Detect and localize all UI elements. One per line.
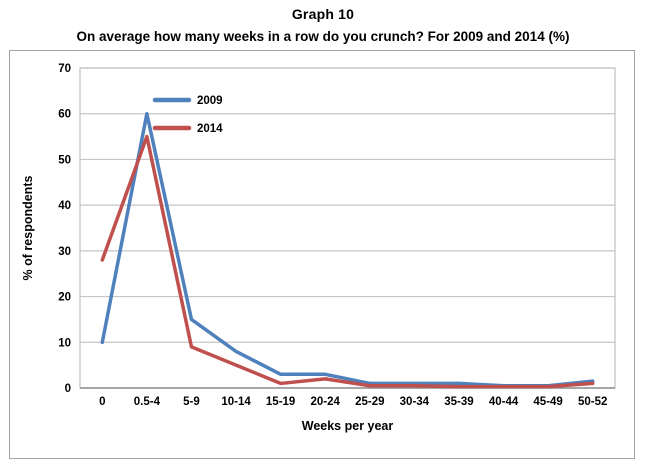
- line-chart: 0 10 20 30 40 50 60 70 0 0.5-4 5-9 10-14 15-19 20-24 2…: [21, 63, 616, 433]
- y-axis-title: % of respondents: [21, 176, 35, 281]
- y-tick-label: 70: [58, 63, 71, 75]
- x-tick-label: 5-9: [183, 396, 200, 408]
- y-tick-label: 50: [58, 154, 71, 166]
- x-tick-label: 35-39: [444, 396, 473, 408]
- x-axis-title: Weeks per year: [302, 419, 394, 433]
- x-tick-label: 15-19: [266, 396, 295, 408]
- x-tick-label: 0: [99, 396, 105, 408]
- chart-subtitle: On average how many weeks in a row do yo…: [76, 29, 570, 44]
- x-tick-label: 30-34: [400, 396, 430, 408]
- series-line-2014: [100, 134, 595, 389]
- chart-frame: 0 10 20 30 40 50 60 70 0 0.5-4 5-9 10-14 15-19 20-24 2…: [9, 50, 635, 459]
- legend-label-2014: 2014: [197, 123, 223, 135]
- y-tick-label: 0: [65, 383, 71, 395]
- plot-area-border: [79, 67, 616, 389]
- x-tick-label: 50-52: [578, 396, 607, 408]
- y-tick-label: 20: [58, 292, 71, 304]
- chart-title: Graph 10: [291, 6, 355, 22]
- x-tick-label: 25-29: [355, 396, 384, 408]
- x-tick-label: 0.5-4: [134, 396, 161, 408]
- series-line-2009: [100, 111, 595, 388]
- legend-label-2009: 2009: [197, 95, 223, 107]
- x-tick-label: 20-24: [310, 396, 340, 408]
- y-tick-label: 60: [58, 109, 71, 121]
- x-tick-label: 40-44: [489, 396, 519, 408]
- y-tick-label: 40: [58, 200, 71, 212]
- x-tick-label: 10-14: [221, 396, 251, 408]
- y-tick-label: 10: [58, 337, 71, 349]
- x-tick-label: 45-49: [533, 396, 562, 408]
- y-tick-label: 30: [58, 246, 71, 258]
